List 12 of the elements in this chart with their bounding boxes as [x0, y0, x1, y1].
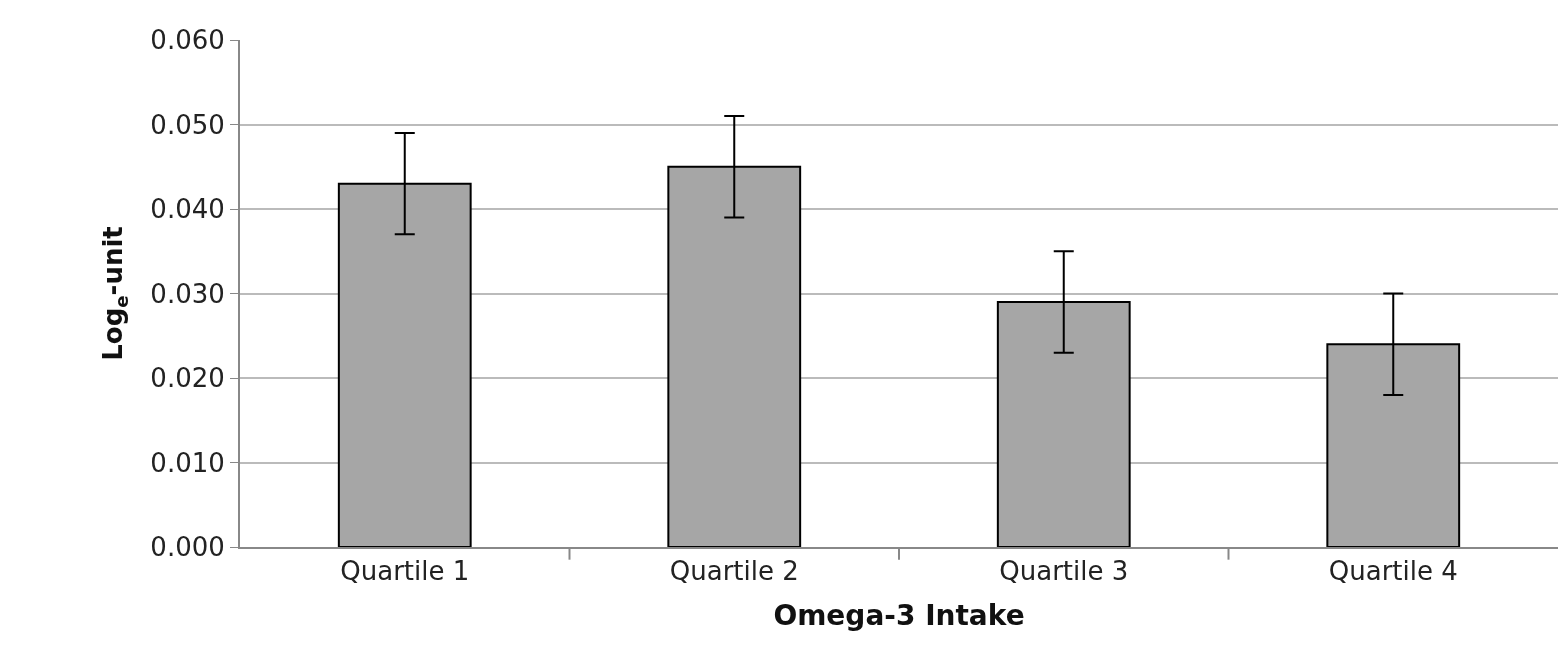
y-tick-label: 0.000	[150, 532, 225, 563]
x-tick-label: Quartile 2	[669, 556, 799, 587]
y-tick-label: 0.010	[150, 447, 225, 478]
y-tick-label: 0.020	[150, 363, 225, 394]
x-tick-label: Quartile 3	[999, 556, 1129, 587]
x-tick-label: Quartile 1	[340, 556, 470, 587]
y-tick-label: 0.060	[150, 25, 225, 56]
y-tick-label: 0.030	[150, 278, 225, 309]
x-axis-title: Omega-3 Intake	[773, 598, 1025, 632]
y-tick-label: 0.040	[150, 194, 225, 225]
x-tick-label: Quartile 4	[1328, 556, 1458, 587]
y-tick-label: 0.050	[150, 109, 225, 140]
